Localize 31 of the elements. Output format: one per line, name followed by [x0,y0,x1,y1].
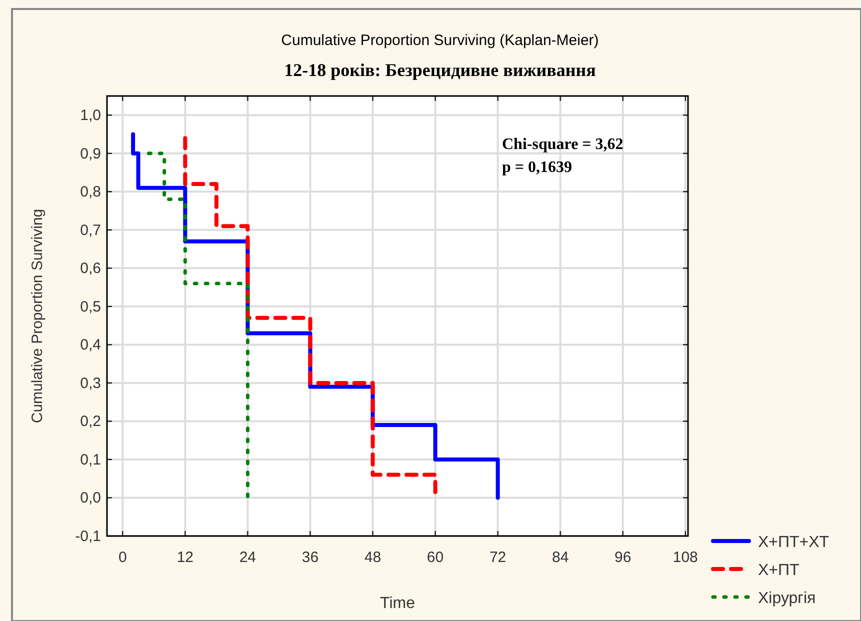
chart-title: Cumulative Proportion Surviving (Kaplan-Meier) [281,32,599,49]
y-tick-label: 0,8 [80,184,101,201]
y-tick-label: 0,7 [80,222,101,239]
x-tick-label: 0 [118,549,127,566]
annotation: Chi-square = 3,62 [502,136,624,153]
annotation: p = 0,1639 [502,159,572,176]
y-tick-label: 0,2 [80,413,101,430]
y-tick-label: -0,1 [75,528,101,545]
x-tick-label: 60 [426,549,444,566]
y-tick-label: 1,0 [80,107,101,124]
x-tick-label: 96 [614,549,632,566]
x-tick-label: 48 [364,549,382,566]
y-tick-label: 0,5 [80,298,101,316]
y-tick-label: 0,9 [80,145,101,162]
x-tick-label: 84 [552,549,569,566]
x-axis-title: Time [380,595,416,612]
legend-label: Х+ПТ [758,562,800,579]
y-axis-title: Cumulative Proportion Surviving [29,208,46,424]
legend-label: Хірургія [758,590,816,607]
x-tick-label: 24 [239,549,256,566]
x-tick-label: 108 [672,549,698,566]
x-tick-label: 36 [302,549,319,566]
y-tick-label: 0,4 [80,336,101,354]
chart-subtitle: 12-18 років: Безрецидивне виживання [284,60,596,80]
y-tick-label: 0,1 [80,451,101,468]
y-tick-label: 0,3 [80,374,101,392]
x-tick-label: 12 [176,549,194,566]
y-tick-label: 0,6 [80,260,101,278]
legend-label: Х+ПТ+ХТ [758,534,830,551]
x-tick-label: 72 [489,549,506,566]
y-tick-label: 0,0 [80,490,101,507]
